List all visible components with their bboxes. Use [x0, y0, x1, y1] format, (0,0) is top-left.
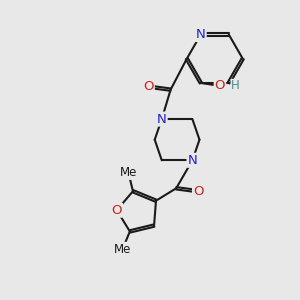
Text: Me: Me	[114, 243, 131, 256]
Text: N: N	[157, 112, 167, 126]
Text: N: N	[188, 154, 197, 167]
Text: O: O	[112, 204, 122, 217]
Text: O: O	[215, 80, 225, 92]
Text: O: O	[143, 80, 154, 93]
Text: Me: Me	[120, 166, 137, 179]
Text: N: N	[196, 28, 206, 41]
Text: H: H	[231, 80, 240, 92]
Text: O: O	[193, 185, 203, 198]
